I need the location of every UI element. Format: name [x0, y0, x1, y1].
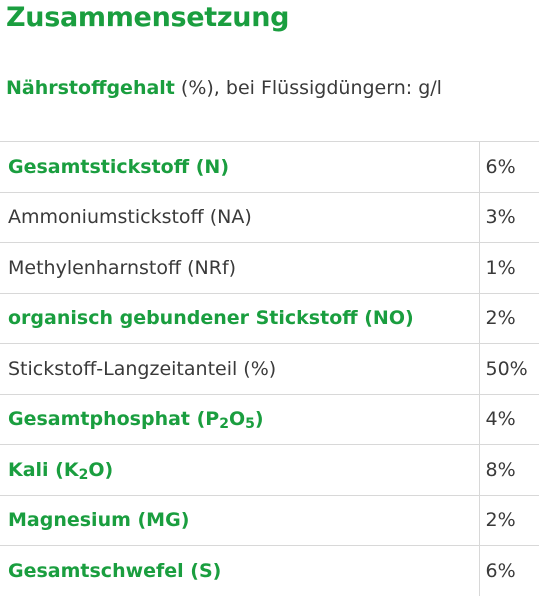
- table-row: organisch gebundener Stickstoff (NO) 2%: [0, 293, 539, 344]
- formula-text: O: [229, 408, 245, 430]
- formula-text: Gesamtphosphat (P: [8, 408, 219, 430]
- nutrient-name: Gesamtstickstoff (N): [0, 142, 479, 193]
- table-row: Gesamtphosphat (P2O5) 4%: [0, 394, 539, 445]
- table-row: Gesamtstickstoff (N) 6%: [0, 142, 539, 193]
- nutrient-value: 50%: [479, 344, 539, 395]
- table-row: Magnesium (MG) 2%: [0, 495, 539, 546]
- nutrient-value: 8%: [479, 445, 539, 496]
- table-row: Kali (K2O) 8%: [0, 445, 539, 496]
- nutrient-value: 6%: [479, 142, 539, 193]
- nutrient-value: 2%: [479, 293, 539, 344]
- formula-subscript: 2: [219, 416, 229, 432]
- nutrient-name: Gesamtschwefel (S): [0, 546, 479, 596]
- formula-text: O): [88, 459, 113, 481]
- formula-text: ): [255, 408, 264, 430]
- nutrient-value: 2%: [479, 495, 539, 546]
- formula-subscript: 2: [79, 467, 89, 483]
- nutrient-name: Stickstoff-Langzeitanteil (%): [0, 344, 479, 395]
- nutrient-value: 1%: [479, 243, 539, 294]
- nutrient-name: Kali (K2O): [0, 445, 479, 496]
- nutrient-name: Gesamtphosphat (P2O5): [0, 394, 479, 445]
- nutrient-value: 4%: [479, 394, 539, 445]
- nutrient-content-units: (%), bei Flüssigdüngern: g/l: [175, 77, 442, 99]
- formula-text: Kali (K: [8, 459, 79, 481]
- nutrient-content-caption: Nährstoffgehalt (%), bei Flüssigdüngern:…: [6, 74, 442, 102]
- table-row: Gesamtschwefel (S) 6%: [0, 546, 539, 596]
- nutrient-name: Ammoniumstickstoff (NA): [0, 192, 479, 243]
- nutrient-value: 6%: [479, 546, 539, 596]
- table-row: Stickstoff-Langzeitanteil (%) 50%: [0, 344, 539, 395]
- nutrient-name: Magnesium (MG): [0, 495, 479, 546]
- nutrient-name: organisch gebundener Stickstoff (NO): [0, 293, 479, 344]
- page-title: Zusammensetzung: [6, 0, 289, 36]
- table-row: Ammoniumstickstoff (NA) 3%: [0, 192, 539, 243]
- table-row: Methylenharnstoff (NRf) 1%: [0, 243, 539, 294]
- nutrient-value: 3%: [479, 192, 539, 243]
- formula-subscript: 5: [245, 416, 255, 432]
- nutrient-content-label: Nährstoffgehalt: [6, 77, 175, 99]
- nutrient-table: Gesamtstickstoff (N) 6% Ammoniumsticksto…: [0, 141, 539, 596]
- nutrient-name: Methylenharnstoff (NRf): [0, 243, 479, 294]
